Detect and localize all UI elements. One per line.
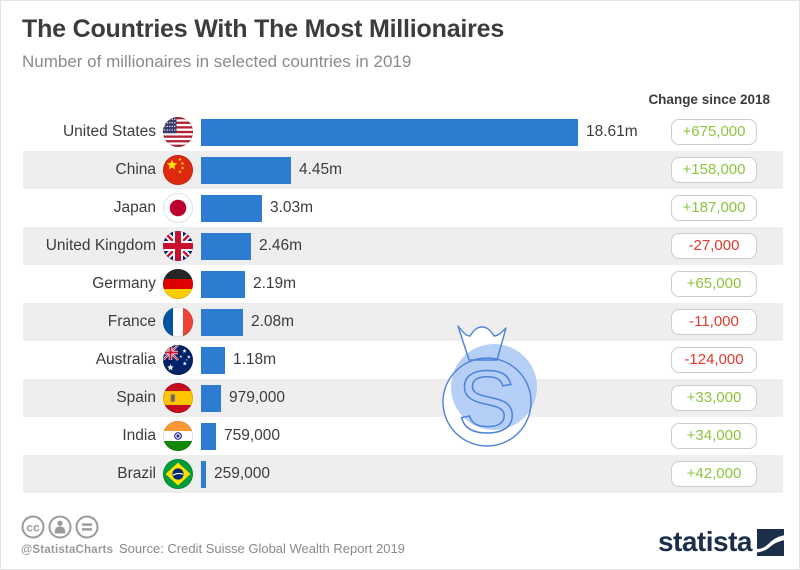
- value-label: 18.61m: [586, 123, 638, 140]
- value-label: 2.08m: [251, 313, 295, 330]
- country-label: United States: [62, 123, 156, 140]
- value-bar: [201, 271, 245, 298]
- value-label: 1.18m: [233, 351, 277, 368]
- value-bar: [201, 461, 206, 488]
- equals-icon: [75, 515, 99, 539]
- value-bar: [201, 423, 216, 450]
- table-row: Brazil 259,000 +42,000: [23, 455, 783, 493]
- de-flag-icon: [162, 268, 194, 300]
- country-label: Japan: [113, 199, 156, 216]
- value-bar: [201, 157, 291, 184]
- table-row: China 4.45m +158,000: [23, 151, 783, 189]
- table-row: France 2.08m -11,000: [23, 303, 783, 341]
- svg-text:cc: cc: [26, 521, 40, 535]
- value-label: 3.03m: [270, 199, 314, 216]
- country-label: India: [122, 427, 156, 444]
- statista-charts-handle[interactable]: @StatistaCharts: [21, 544, 114, 556]
- change-badge: +158,000: [671, 157, 757, 183]
- change-badge: +33,000: [671, 385, 757, 411]
- country-label: United Kingdom: [45, 237, 156, 254]
- us-flag-icon: [162, 116, 194, 148]
- value-label: 2.46m: [259, 237, 303, 254]
- table-row: Japan 3.03m +187,000: [23, 189, 783, 227]
- jp-flag-icon: [162, 192, 194, 224]
- country-label: France: [107, 313, 156, 330]
- change-badge: +65,000: [671, 271, 757, 297]
- value-bar: [201, 309, 243, 336]
- table-row: Spain 979,000 +33,000: [23, 379, 783, 417]
- change-badge: -11,000: [671, 309, 757, 335]
- country-label: Brazil: [117, 465, 156, 482]
- statista-logo[interactable]: statista: [658, 528, 784, 556]
- value-label: 259,000: [214, 465, 271, 482]
- change-badge: +42,000: [671, 461, 757, 487]
- person-icon: [48, 515, 72, 539]
- statista-logo-mark: [757, 528, 784, 556]
- table-row: Germany 2.19m +65,000: [23, 265, 783, 303]
- in-flag-icon: [162, 420, 194, 452]
- value-bar: [201, 347, 225, 374]
- value-label: 2.19m: [253, 275, 297, 292]
- change-column-header: Change since 2018: [648, 92, 770, 107]
- source-text: Source: Credit Suisse Global Wealth Repo…: [119, 541, 405, 556]
- value-bar: [201, 233, 251, 260]
- table-row: Australia 1.18m -124,000: [23, 341, 783, 379]
- value-label: 759,000: [224, 427, 281, 444]
- table-row: United States 18.61m +675,000: [23, 113, 783, 151]
- creative-commons-icons[interactable]: cc: [21, 514, 111, 542]
- page-subtitle: Number of millionaires in selected count…: [22, 52, 412, 71]
- country-label: Germany: [92, 275, 156, 292]
- change-badge: -124,000: [671, 347, 757, 373]
- value-bar: [201, 385, 221, 412]
- table-row: United Kingdom 2.46m -27,000: [23, 227, 783, 265]
- br-flag-icon: [162, 458, 194, 490]
- table-row: India 759,000 +34,000: [23, 417, 783, 455]
- au-flag-icon: [162, 344, 194, 376]
- change-badge: -27,000: [671, 233, 757, 259]
- cn-flag-icon: [162, 154, 194, 186]
- change-badge: +187,000: [671, 195, 757, 221]
- country-label: China: [115, 161, 157, 178]
- value-label: 979,000: [229, 389, 286, 406]
- value-label: 4.45m: [299, 161, 343, 178]
- country-label: Australia: [95, 351, 156, 368]
- country-label: Spain: [116, 389, 156, 406]
- value-bar: [201, 195, 262, 222]
- gb-flag-icon: [162, 230, 194, 262]
- fr-flag-icon: [162, 306, 194, 338]
- es-flag-icon: [162, 382, 194, 414]
- statista-wordmark: statista: [657, 526, 753, 557]
- change-badge: +675,000: [671, 119, 757, 145]
- bar-chart: United States 18.61m +675,000 China 4.45…: [23, 113, 783, 493]
- cc-icon: cc: [21, 515, 45, 539]
- change-badge: +34,000: [671, 423, 757, 449]
- page-title: The Countries With The Most Millionaires: [22, 15, 505, 43]
- value-bar: [201, 119, 578, 146]
